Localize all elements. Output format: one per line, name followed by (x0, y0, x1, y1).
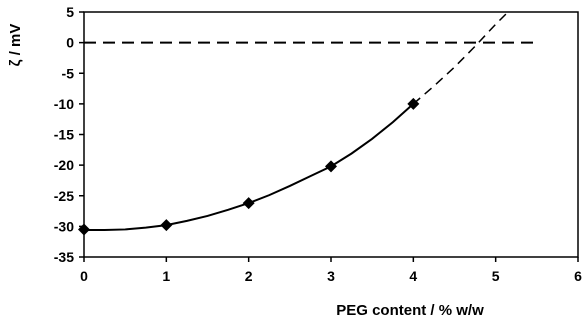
extrapolation-line (412, 11, 509, 105)
plot-frame (83, 11, 579, 258)
x-tick-label-3: 3 (327, 268, 335, 284)
data-point-3 (325, 160, 337, 173)
y-tick-label-1: 0 (66, 35, 74, 51)
y-axis-label: ζ / mV (7, 24, 24, 67)
data-point-0 (78, 223, 90, 236)
x-tick-label-0: 0 (80, 268, 88, 284)
x-tick-label-4: 4 (409, 268, 417, 284)
y-tick-label-5: -20 (54, 157, 74, 173)
y-tick-label-3: -10 (54, 96, 74, 112)
y-tick-label-8: -35 (54, 249, 74, 265)
data-point-4 (407, 97, 420, 110)
x-tick-label-2: 2 (245, 268, 253, 284)
y-tick-label-2: -5 (62, 65, 75, 81)
x-tick-label-1: 1 (162, 268, 170, 284)
data-point-2 (242, 197, 255, 210)
y-tick-label-4: -15 (54, 127, 74, 143)
data-point-1 (160, 219, 173, 232)
y-tick-label-0: 5 (66, 4, 74, 20)
fit-curve-line (84, 103, 414, 232)
x-tick-label-6: 6 (574, 268, 582, 284)
plot-area: 0 1 2 3 4 5 6 5 0 -5 -10 -15 -20 -25 -30 -35 (54, 4, 582, 284)
x-tick-label-5: 5 (492, 268, 500, 284)
y-tick-label-6: -25 (54, 188, 74, 204)
y-tick-label-7: -30 (54, 218, 74, 234)
x-axis-label: PEG content / % w/w (336, 302, 484, 319)
